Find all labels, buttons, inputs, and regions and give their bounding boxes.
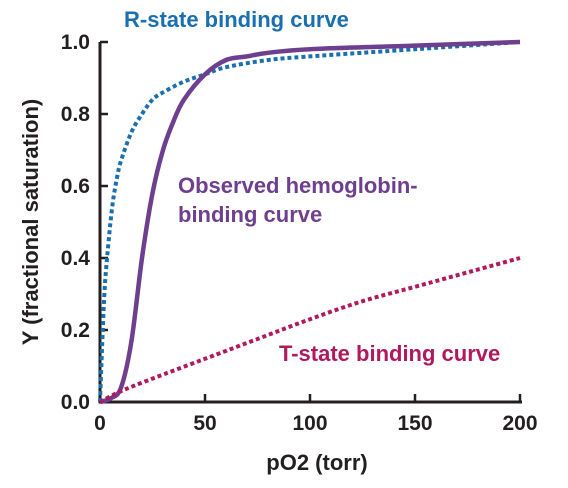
observed-annotation-line2: binding curve (178, 202, 322, 227)
y-tick-label: 1.0 (61, 31, 90, 54)
y-tick-label: 0.0 (61, 391, 90, 414)
x-tick-label: 200 (502, 412, 537, 435)
y-axis-label: Y (fractional saturation) (18, 99, 43, 346)
x-tick-label: 100 (292, 412, 327, 435)
observed-hemoglobin-curve (99, 39, 521, 405)
series-layer (98, 39, 521, 405)
y-tick-label: 0.8 (61, 103, 91, 126)
y-tick-label: 0.2 (61, 319, 90, 342)
r-state-annotation: R-state binding curve (124, 7, 349, 32)
x-tick-label: 150 (397, 412, 432, 435)
y-tick-label: 0.6 (61, 175, 90, 198)
x-axis-label: pO2 (torr) (266, 450, 367, 475)
t-state-annotation: T-state binding curve (279, 341, 500, 366)
t-state-curve (99, 256, 521, 404)
axis-ticks: 0.0 0.2 0.4 0.6 0.8 1.0 0 50 100 150 200 (61, 31, 538, 435)
y-tick-label: 0.4 (61, 247, 91, 270)
x-tick-label: 50 (193, 412, 216, 435)
observed-annotation-line1: Observed hemoglobin- (178, 173, 418, 198)
x-tick-label: 0 (94, 412, 106, 435)
